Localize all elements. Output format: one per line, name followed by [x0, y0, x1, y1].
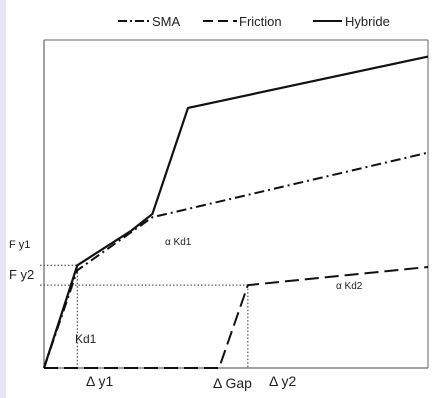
label-fy2: F y2	[9, 267, 34, 282]
reference-lines	[40, 264, 249, 368]
series-line-hybride	[42, 55, 429, 369]
series-group	[42, 55, 429, 369]
label-kd1: Kd1	[75, 332, 97, 346]
label-delta-gap: Δ Gap	[213, 375, 252, 391]
label-delta-y1: Δ y1	[86, 373, 113, 389]
chart-panel	[6, 0, 433, 398]
label-alpha-kd2: α Kd2	[336, 281, 363, 292]
legend: SMA Friction Hybride	[118, 14, 390, 29]
legend-label-hybride: Hybride	[345, 14, 390, 29]
label-fy1: F y1	[9, 239, 30, 251]
series-line-friction	[44, 265, 429, 369]
label-delta-y2: Δ y2	[269, 373, 296, 389]
series-line-sma	[43, 151, 429, 369]
label-alpha-kd1: α Kd1	[165, 237, 192, 248]
legend-label-friction: Friction	[239, 14, 282, 29]
legend-label-sma: SMA	[152, 14, 181, 29]
